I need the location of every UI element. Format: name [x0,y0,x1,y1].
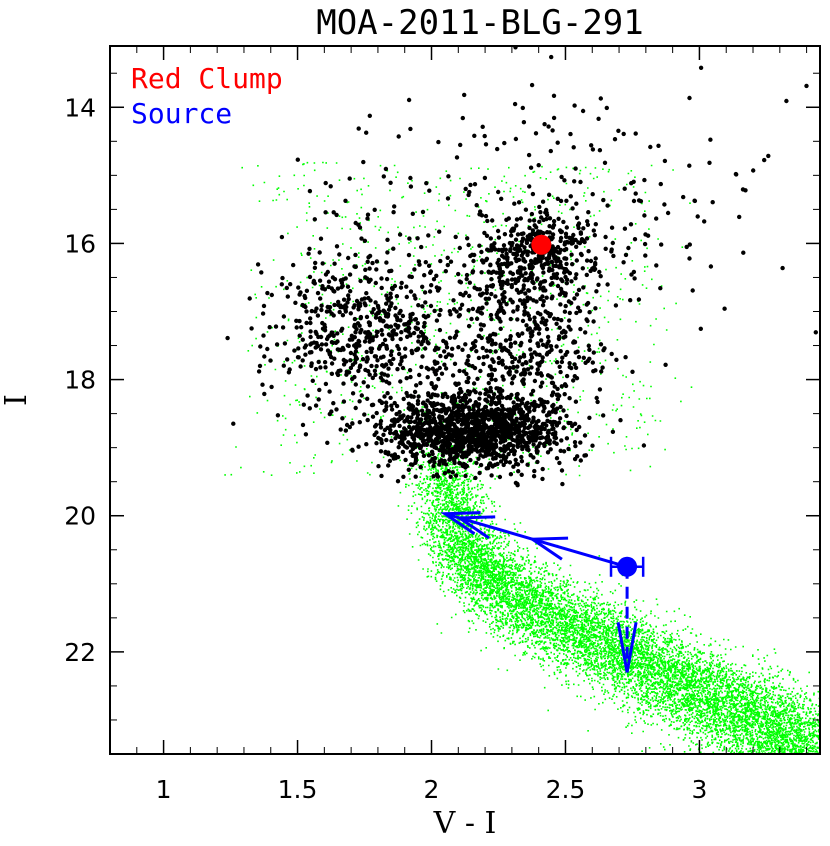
x-axis-ticks: 1 1.5 2 2.5 3 [136,46,808,804]
markers [440,234,645,673]
chart-title: MOA-2011-BLG-291 [316,3,644,43]
y-tick-label: 14 [64,93,96,122]
plot-frame [109,45,821,755]
black-population [225,46,818,488]
black-star-points [225,46,818,488]
x-tick-label: 2.5 [546,775,586,804]
y-tick-label: 16 [64,229,96,258]
x-tick-label: 3 [691,775,707,804]
legend-red-clump: Red Clump [131,62,283,95]
y-tick-label: 20 [64,502,96,531]
legend: Red Clump Source [131,62,283,130]
y-tick-label: 18 [64,366,96,395]
upper-limit-arrowhead [616,622,638,673]
y-tick-label: 22 [64,638,96,667]
source-point [617,556,638,577]
y-axis-ticks: 14 16 18 20 22 [64,72,820,755]
extinction-arrowhead [440,511,481,536]
red-clump-point [531,234,552,255]
x-axis-label: V - I [433,806,497,841]
extinction-arrowhead [454,515,496,540]
x-tick-label: 2 [424,775,440,804]
legend-source: Source [131,97,232,130]
y-axis-label: I [0,394,34,406]
x-tick-label: 1.5 [278,775,318,804]
extinction-arrowhead [527,536,569,561]
data-points [224,46,820,754]
x-tick-label: 1 [156,775,172,804]
